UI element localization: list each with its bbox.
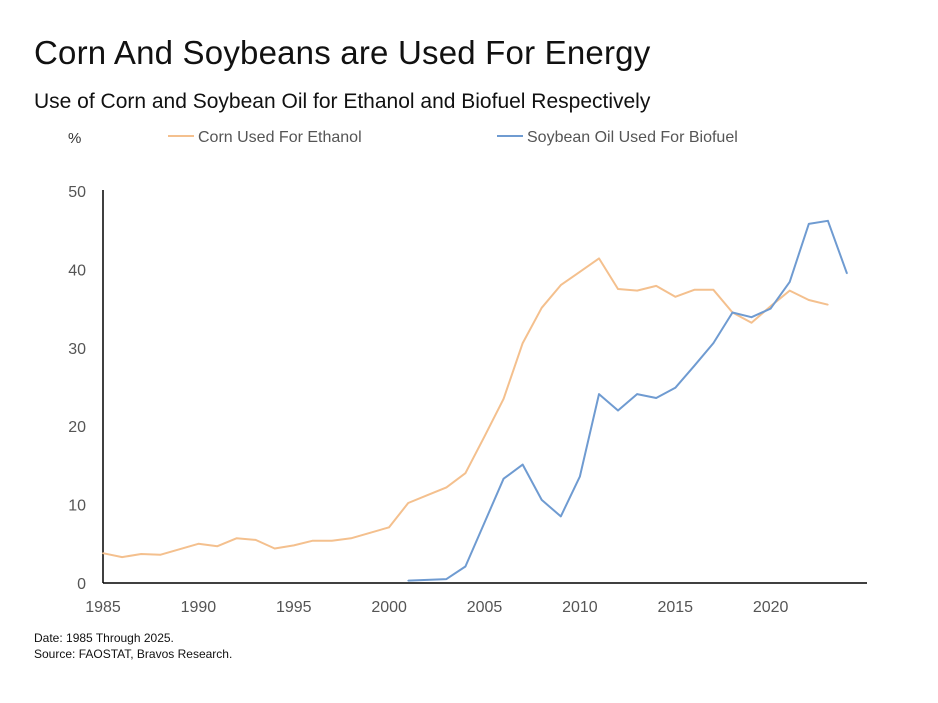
data-point: [636, 289, 638, 292]
data-point: [712, 342, 715, 344]
data-point: [579, 475, 581, 478]
data-point: [121, 556, 123, 558]
chart-title: Corn And Soybeans are Used For Energy: [34, 34, 651, 71]
legend-item-soybean: Soybean Oil Used For Biofuel: [497, 129, 738, 147]
y-tick-label: 40: [68, 262, 86, 279]
data-point: [579, 270, 581, 273]
data-point: [426, 579, 429, 581]
data-point: [445, 486, 448, 489]
data-point: [540, 307, 543, 309]
y-tick-label: 30: [68, 341, 86, 358]
data-point: [617, 288, 619, 290]
data-point: [292, 544, 295, 547]
legend-label-corn: Corn Used For Ethanol: [198, 129, 362, 146]
data-point: [369, 532, 371, 534]
series-soybean: [407, 219, 848, 582]
data-point: [674, 296, 677, 298]
y-tick-label: 20: [68, 419, 86, 436]
data-point: [712, 288, 715, 291]
legend-swatch-corn: [168, 134, 194, 137]
data-point: [693, 288, 696, 291]
data-point: [312, 539, 314, 542]
data-point: [178, 548, 181, 551]
data-point: [693, 365, 696, 367]
data-point: [502, 477, 505, 480]
series-layer: [102, 219, 848, 582]
data-point: [655, 397, 657, 399]
data-point: [827, 303, 829, 306]
data-point: [483, 521, 486, 524]
data-point: [464, 472, 467, 475]
data-point: [769, 307, 772, 310]
data-point: [445, 578, 448, 580]
x-tick-label: 2000: [371, 599, 407, 616]
x-tick-label: 2015: [657, 599, 693, 616]
data-point: [750, 316, 753, 319]
data-point: [655, 285, 657, 287]
y-tick-label: 10: [68, 498, 86, 515]
x-tick-label: 1995: [276, 599, 312, 616]
data-point: [407, 502, 410, 504]
data-point: [350, 537, 352, 540]
data-point: [140, 553, 142, 555]
x-tick-label: 2020: [753, 599, 789, 616]
legend-swatch-soybean: [497, 134, 523, 137]
x-tick-label: 1985: [85, 599, 121, 616]
data-point: [102, 552, 104, 555]
y-tick-label: 50: [68, 184, 86, 201]
x-axis-ticks: 1985 1990 1995 2000 2005 2010 2015 2020: [85, 599, 788, 616]
data-point: [235, 537, 238, 540]
y-tick-label: 0: [77, 576, 86, 593]
data-point: [407, 579, 410, 582]
data-point: [216, 545, 219, 547]
data-point: [254, 539, 257, 541]
data-point: [483, 435, 486, 438]
x-tick-label: 2005: [467, 599, 503, 616]
data-point: [464, 565, 467, 568]
data-point: [807, 299, 810, 301]
data-point: [502, 397, 505, 400]
series-corn: [102, 257, 829, 559]
data-point: [788, 289, 791, 292]
data-point: [598, 257, 600, 260]
data-point: [731, 311, 734, 314]
data-point: [827, 219, 829, 222]
data-point: [159, 553, 162, 556]
data-point: [617, 409, 619, 412]
data-point: [273, 547, 276, 550]
data-point: [521, 342, 524, 344]
data-point: [846, 272, 848, 275]
y-axis-unit-label: %: [68, 130, 82, 147]
x-tick-label: 1990: [181, 599, 217, 616]
series-line: [408, 219, 848, 582]
chart-subtitle: Use of Corn and Soybean Oil for Ethanol …: [34, 90, 651, 113]
source-note: Source: FAOSTAT, Bravos Research.: [34, 647, 233, 661]
data-point: [540, 499, 543, 501]
data-point: [560, 515, 562, 518]
date-note: Date: 1985 Through 2025.: [34, 631, 174, 645]
data-point: [750, 321, 753, 324]
data-point: [636, 393, 638, 395]
data-point: [560, 284, 562, 286]
data-point: [521, 463, 524, 466]
legend-label-soybean: Soybean Oil Used For Biofuel: [527, 129, 738, 146]
series-line: [102, 257, 829, 559]
data-point: [331, 539, 333, 542]
data-point: [788, 281, 791, 283]
data-point: [426, 494, 429, 496]
legend-item-corn: Corn Used For Ethanol: [168, 129, 362, 147]
x-tick-label: 2010: [562, 599, 598, 616]
data-point: [598, 393, 600, 395]
data-point: [197, 543, 200, 545]
data-point: [388, 526, 390, 529]
y-axis-ticks: 0 10 20 30 40 50: [68, 184, 86, 593]
data-point: [674, 386, 677, 389]
data-point: [807, 223, 810, 225]
